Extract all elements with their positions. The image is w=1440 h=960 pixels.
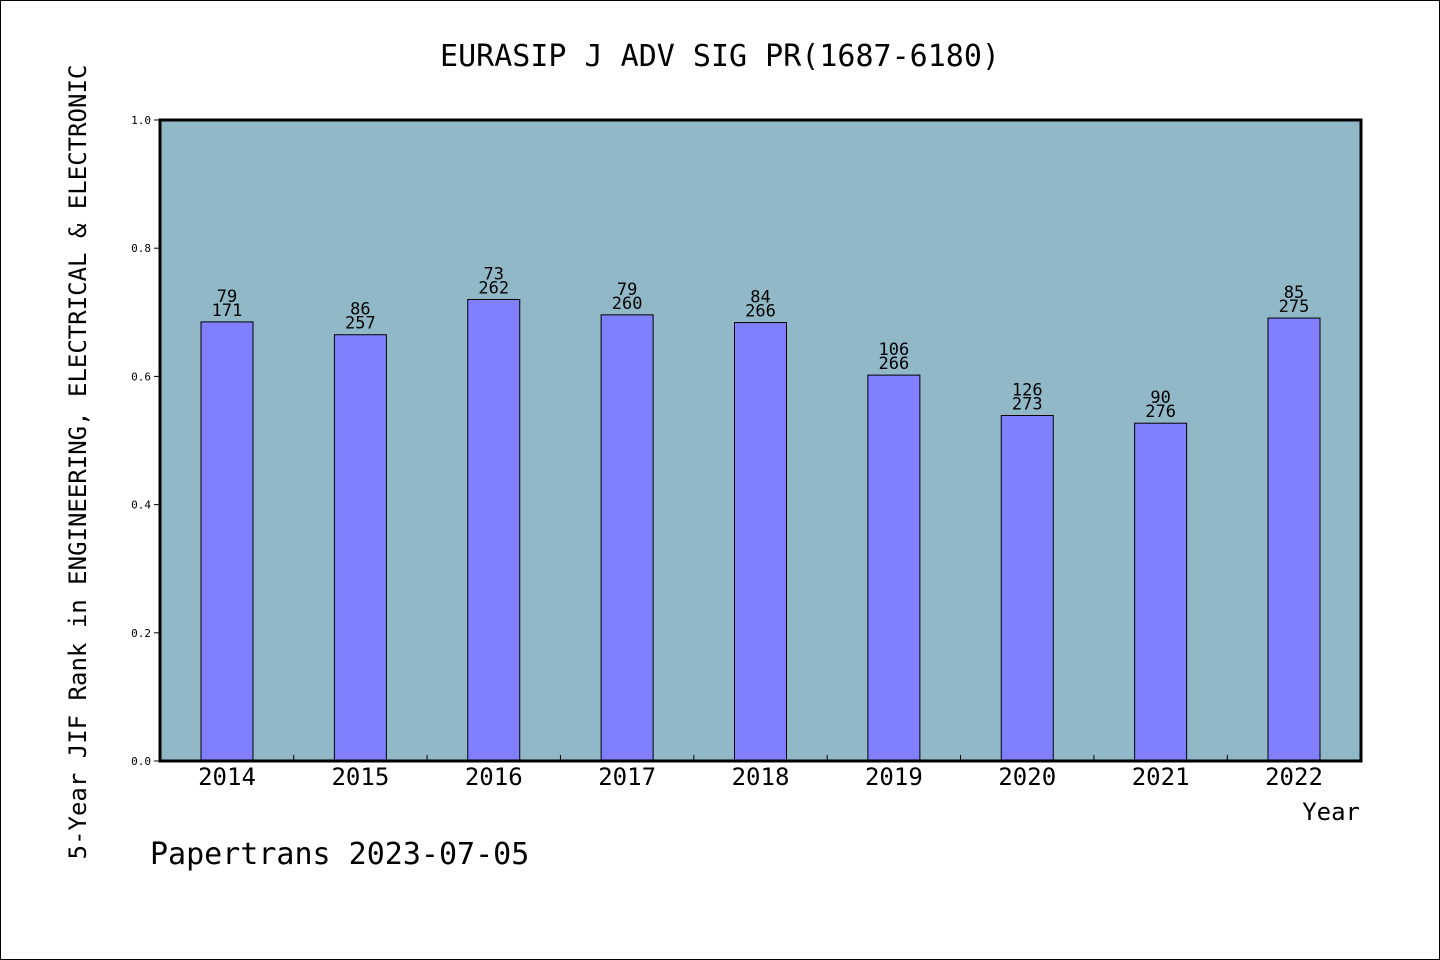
bar — [867, 374, 921, 762]
x-axis-label: Year — [1302, 798, 1360, 826]
x-tick-label: 2016 — [465, 763, 523, 791]
y-tick-label: 1.0 — [131, 114, 151, 127]
bar — [1267, 317, 1321, 762]
y-tick-label: 0.2 — [131, 627, 151, 640]
bar — [1000, 415, 1054, 762]
chart-title: EURASIP J ADV SIG PR(1687-6180) — [440, 39, 1000, 74]
y-tick-label: 0.6 — [131, 370, 151, 383]
y-tick-label: 0.4 — [131, 499, 151, 512]
bar — [1134, 422, 1188, 762]
bar-rank-label: 73 — [484, 264, 504, 284]
bar-rank-label: 79 — [217, 287, 237, 307]
bar-total-label: 266 — [879, 354, 910, 374]
x-tick-label: 2020 — [998, 763, 1056, 791]
bar-rank-label: 86 — [350, 300, 370, 320]
y-axis-label: 5-Year JIF Rank in ENGINEERING, ELECTRIC… — [64, 65, 92, 860]
bar — [467, 298, 521, 762]
x-tick-label: 2019 — [865, 763, 923, 791]
bar-rank-label: 126 — [1012, 381, 1043, 401]
bar-total-label: 257 — [345, 314, 376, 334]
bar-total-label: 171 — [212, 301, 243, 321]
plot-border — [158, 118, 1363, 763]
bar-rank-label: 79 — [617, 280, 637, 300]
bar-total-label: 266 — [745, 302, 776, 322]
bar-rank-label: 84 — [750, 288, 770, 308]
x-tick-label: 2017 — [598, 763, 656, 791]
bar-total-label: 262 — [478, 278, 509, 298]
bar — [333, 334, 387, 762]
bar — [600, 314, 654, 762]
bar-total-label: 273 — [1012, 395, 1043, 415]
x-tick-label: 2014 — [198, 763, 256, 791]
bar — [734, 322, 787, 762]
x-tick-label: 2018 — [732, 763, 790, 791]
bar-total-label: 275 — [1279, 297, 1310, 317]
x-axis: 2014 2015 2016 2017 2018 2019 2020 2021 2022 — [198, 755, 1323, 791]
y-axis: 0.0 0.2 0.4 0.6 0.8 1.0 — [131, 114, 160, 768]
bar-rank-label: 90 — [1150, 388, 1170, 408]
bar — [200, 321, 254, 762]
bar-rank-label: 106 — [879, 340, 910, 360]
bar-total-label: 276 — [1145, 402, 1176, 422]
footer-credit: Papertrans 2023-07-05 — [150, 837, 529, 872]
bar-rank-label: 85 — [1284, 283, 1304, 303]
x-tick-label: 2015 — [331, 763, 389, 791]
bar-total-label: 260 — [612, 294, 643, 314]
x-tick-label: 2021 — [1132, 763, 1190, 791]
x-tick-label: 2022 — [1265, 763, 1323, 791]
y-tick-label: 0.0 — [131, 755, 151, 768]
y-tick-label: 0.8 — [131, 242, 151, 255]
